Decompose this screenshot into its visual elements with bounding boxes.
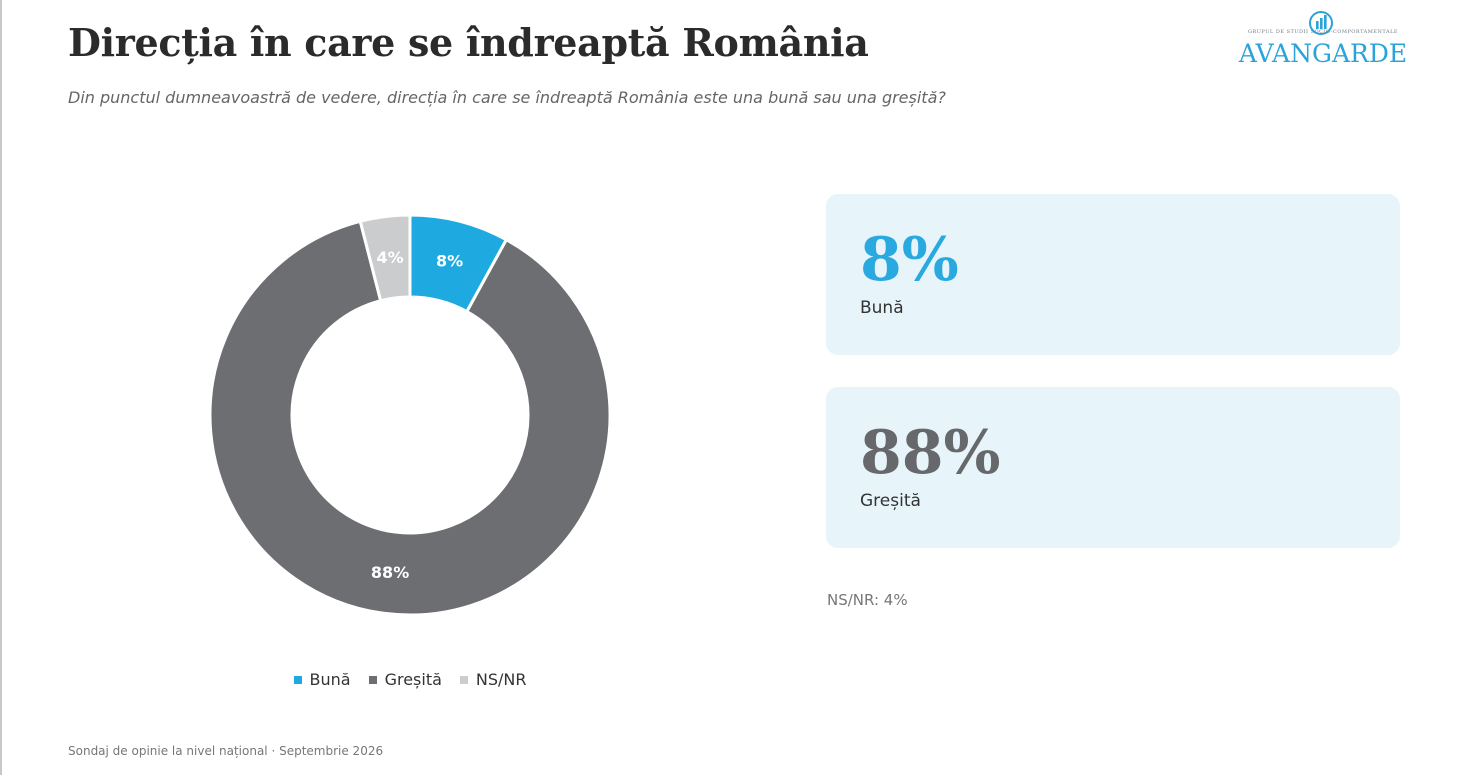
legend-item-gresita: Greșită: [368, 670, 442, 689]
ns-nr-note: NS/NR: 4%: [827, 591, 908, 609]
page-title: Direcția în care se îndreaptă România: [68, 20, 869, 65]
page-subtitle: Din punctul dumneavoastră de vedere, dir…: [68, 88, 946, 107]
stat-card-good: 8% Bună: [826, 194, 1400, 355]
legend-swatch-buna: [293, 675, 302, 684]
donut-chart: 8% 88% 4%: [208, 213, 612, 617]
stat-value-good: 8%: [860, 225, 959, 295]
left-edge-divider: [0, 0, 2, 775]
chart-legend: Bună Greșită NS/NR: [0, 670, 820, 689]
donut-slice-gresita: [208, 219, 612, 617]
donut-slice-ns-nr: [358, 213, 412, 303]
donut-label-gresita: 88%: [371, 563, 409, 582]
donut-label-buna: 8%: [436, 251, 463, 270]
stat-label-wrong: Greșită: [860, 491, 921, 511]
legend-item-buna: Bună: [293, 670, 351, 689]
legend-item-ns-nr: NS/NR: [459, 670, 527, 689]
legend-label-gresita: Greșită: [384, 670, 442, 689]
legend-swatch-gresita: [368, 675, 377, 684]
logo-tagline: GRUPUL DE STUDII SOCIO-COMPORTAMENTALE: [1247, 29, 1399, 35]
footer-source: Sondaj de opinie la nivel național · Sep…: [68, 744, 384, 758]
legend-label-buna: Bună: [309, 670, 351, 689]
stat-label-good: Bună: [860, 298, 904, 318]
bar-circle-logo-icon: [1309, 11, 1333, 35]
legend-swatch-ns-nr: [459, 675, 468, 684]
donut-label-ns-nr: 4%: [376, 248, 403, 267]
avangarde-logo: GRUPUL DE STUDII SOCIO-COMPORTAMENTALE A…: [1228, 8, 1418, 70]
legend-label-ns-nr: NS/NR: [475, 670, 527, 689]
stat-card-wrong: 88% Greșită: [826, 387, 1400, 548]
stat-value-wrong: 88%: [860, 418, 1001, 488]
logo-wordmark: AVANGARDE: [1238, 39, 1408, 68]
